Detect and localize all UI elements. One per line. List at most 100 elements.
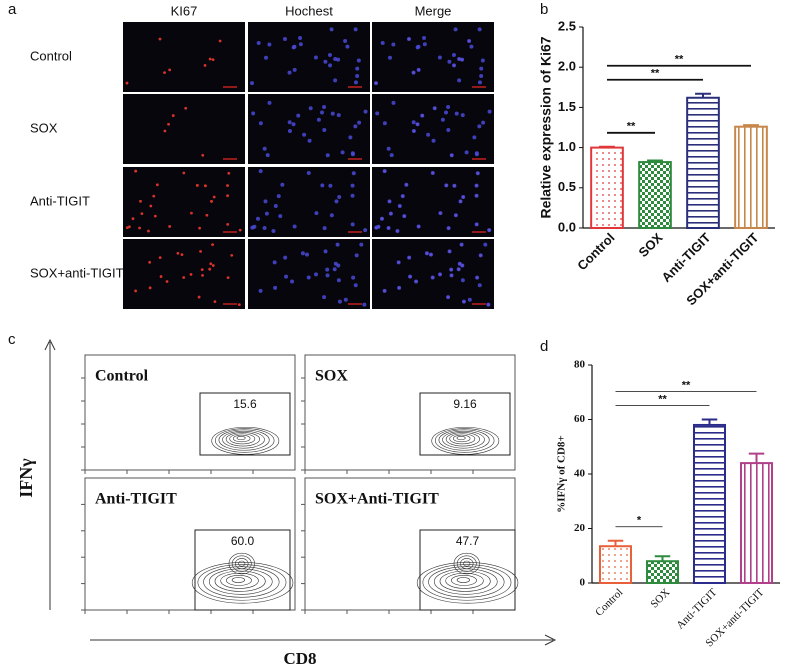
cell-dot (480, 58, 485, 63)
flow-plot: Anti-TIGIT 60.0 (81, 477, 296, 614)
cell-dot (320, 110, 325, 115)
image-background (372, 22, 494, 92)
cell-dot (389, 153, 394, 158)
cell-dot (165, 280, 169, 283)
cell-dot (258, 169, 263, 174)
cell-dot (131, 217, 135, 221)
cell-dot (291, 45, 296, 50)
cell-dot (325, 273, 330, 278)
cell-dot (486, 302, 491, 307)
cell-dot (322, 226, 327, 231)
cell-dot (487, 109, 492, 114)
cell-dot (453, 213, 458, 218)
micrograph (248, 167, 370, 237)
gate (199, 392, 291, 456)
flow-plot: Control 15.6 (81, 354, 296, 474)
error-bar (599, 145, 615, 148)
bar (734, 125, 768, 229)
cell-dot (420, 113, 425, 118)
cell-dot (415, 122, 420, 127)
cell-dot (211, 243, 215, 247)
row-label: Control (30, 48, 72, 63)
cell-dot (356, 58, 361, 63)
column-header: Merge (415, 3, 452, 18)
contour (222, 430, 265, 449)
cell-dot (444, 183, 449, 188)
cell-dot (351, 171, 356, 176)
cell-dot (416, 224, 421, 229)
y-tick-label: 2.0 (558, 59, 576, 74)
contour (445, 432, 481, 447)
micrograph (123, 22, 245, 92)
cell-dot (460, 57, 465, 62)
cell-dot (386, 225, 391, 230)
cell-dot (477, 124, 482, 129)
cell-dot (340, 150, 345, 155)
cell-dot (152, 194, 156, 198)
cell-dot (313, 55, 318, 60)
error-bar (654, 555, 671, 562)
cell-dot (292, 224, 297, 229)
cell-dot (208, 267, 212, 271)
cell-dot (355, 66, 360, 71)
y-tick-label: 0.0 (558, 219, 576, 234)
y-tick-label: 60 (574, 413, 586, 425)
cell-dot (415, 45, 420, 50)
cell-dot (397, 203, 402, 208)
cell-dot (353, 283, 358, 288)
cell-dot (323, 249, 328, 254)
cell-dot (357, 120, 362, 125)
micrograph (372, 22, 494, 92)
cell-dot (168, 225, 172, 228)
cell-dot (197, 295, 201, 299)
bar (598, 545, 633, 585)
cell-dot (155, 183, 159, 187)
cell-dot (474, 183, 479, 188)
cell-dot (472, 135, 477, 140)
cell-dot (287, 120, 292, 125)
cell-dot (353, 80, 358, 85)
cell-dot (432, 106, 437, 111)
cell-dot (459, 242, 464, 247)
cell-dot (125, 81, 129, 85)
cell-dot (446, 226, 451, 231)
cell-dot (218, 39, 222, 43)
bar (692, 423, 727, 585)
cell-dot (203, 184, 207, 188)
cell-dot (167, 122, 170, 126)
cell-dot (411, 120, 416, 125)
cell-dot (158, 256, 162, 260)
cell-dot (180, 253, 184, 257)
error-bar (647, 159, 663, 163)
panel-label: b (540, 1, 548, 18)
cell-dot (314, 272, 319, 277)
cell-dot (449, 153, 454, 158)
cell-dot (456, 267, 461, 272)
cell-dot (404, 182, 409, 187)
cell-dot (195, 183, 199, 187)
cell-dot (147, 229, 150, 233)
micrograph (123, 94, 245, 164)
bar (638, 161, 672, 230)
cell-dot (329, 27, 334, 32)
contour (228, 552, 255, 575)
cell-dot (458, 199, 463, 204)
x-tick-label: SOX (636, 230, 666, 260)
contour (456, 436, 466, 441)
cell-dot (382, 288, 387, 293)
cell-dot (290, 279, 295, 284)
cell-dot (302, 132, 307, 137)
cell-dot (386, 146, 391, 151)
cell-dot (337, 195, 342, 200)
cell-dot (205, 213, 209, 217)
cell-dot (336, 263, 341, 268)
cell-dot (447, 249, 452, 254)
cell-dot (411, 70, 416, 75)
cell-dot (375, 111, 380, 116)
gate (419, 392, 511, 456)
cell-dot (159, 275, 163, 278)
cell-dot (345, 44, 350, 49)
contour (422, 564, 512, 601)
cell-dot (483, 242, 488, 247)
cell-dot (306, 171, 311, 176)
